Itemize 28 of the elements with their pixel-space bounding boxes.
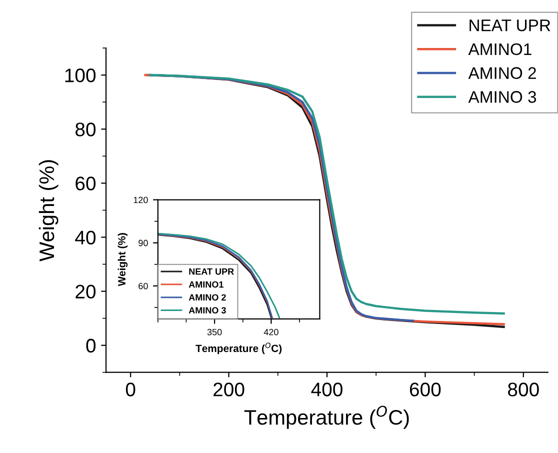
x-tick-label: 600 [410,382,441,396]
x-tick-label: 0 [126,382,136,396]
legend-label: AMINO1 [188,281,224,288]
y-axis-title: Weight (%) [38,160,58,262]
legend-label: AMINO 2 [188,294,226,301]
y-tick-label: 60 [138,282,148,290]
y-tick-label: 120 [134,196,148,204]
legend-label: AMINO 2 [468,67,536,79]
y-tick-label: 0 [86,338,96,353]
x-tick-label: 800 [508,382,539,396]
y-tick-label: 80 [76,122,96,136]
x-tick-label: 350 [207,328,222,336]
y-tick-label: 90 [138,240,148,246]
legend-label: AMINO 3 [468,91,536,103]
legend-label: AMINO 3 [188,307,226,314]
x-axis-title: Temperature ($^{O}$C) [244,406,409,429]
x-tick-label: 400 [311,382,342,396]
y-axis-title: Weight (%) [118,233,128,286]
y-tick-label: 20 [76,284,96,299]
legend-label: NEAT UPR [470,20,550,32]
legend-label: NEAT UPR [189,268,234,275]
y-tick-label: 60 [76,176,96,190]
x-axis-title: Temperature ($^{O}$C) [196,342,282,354]
x-tick-label: 200 [214,382,244,396]
x-tick-label: 420 [264,328,278,336]
y-tick-label: 100 [65,68,96,82]
legend-label: AMINO1 [468,43,532,56]
y-tick-label: 40 [75,230,96,244]
